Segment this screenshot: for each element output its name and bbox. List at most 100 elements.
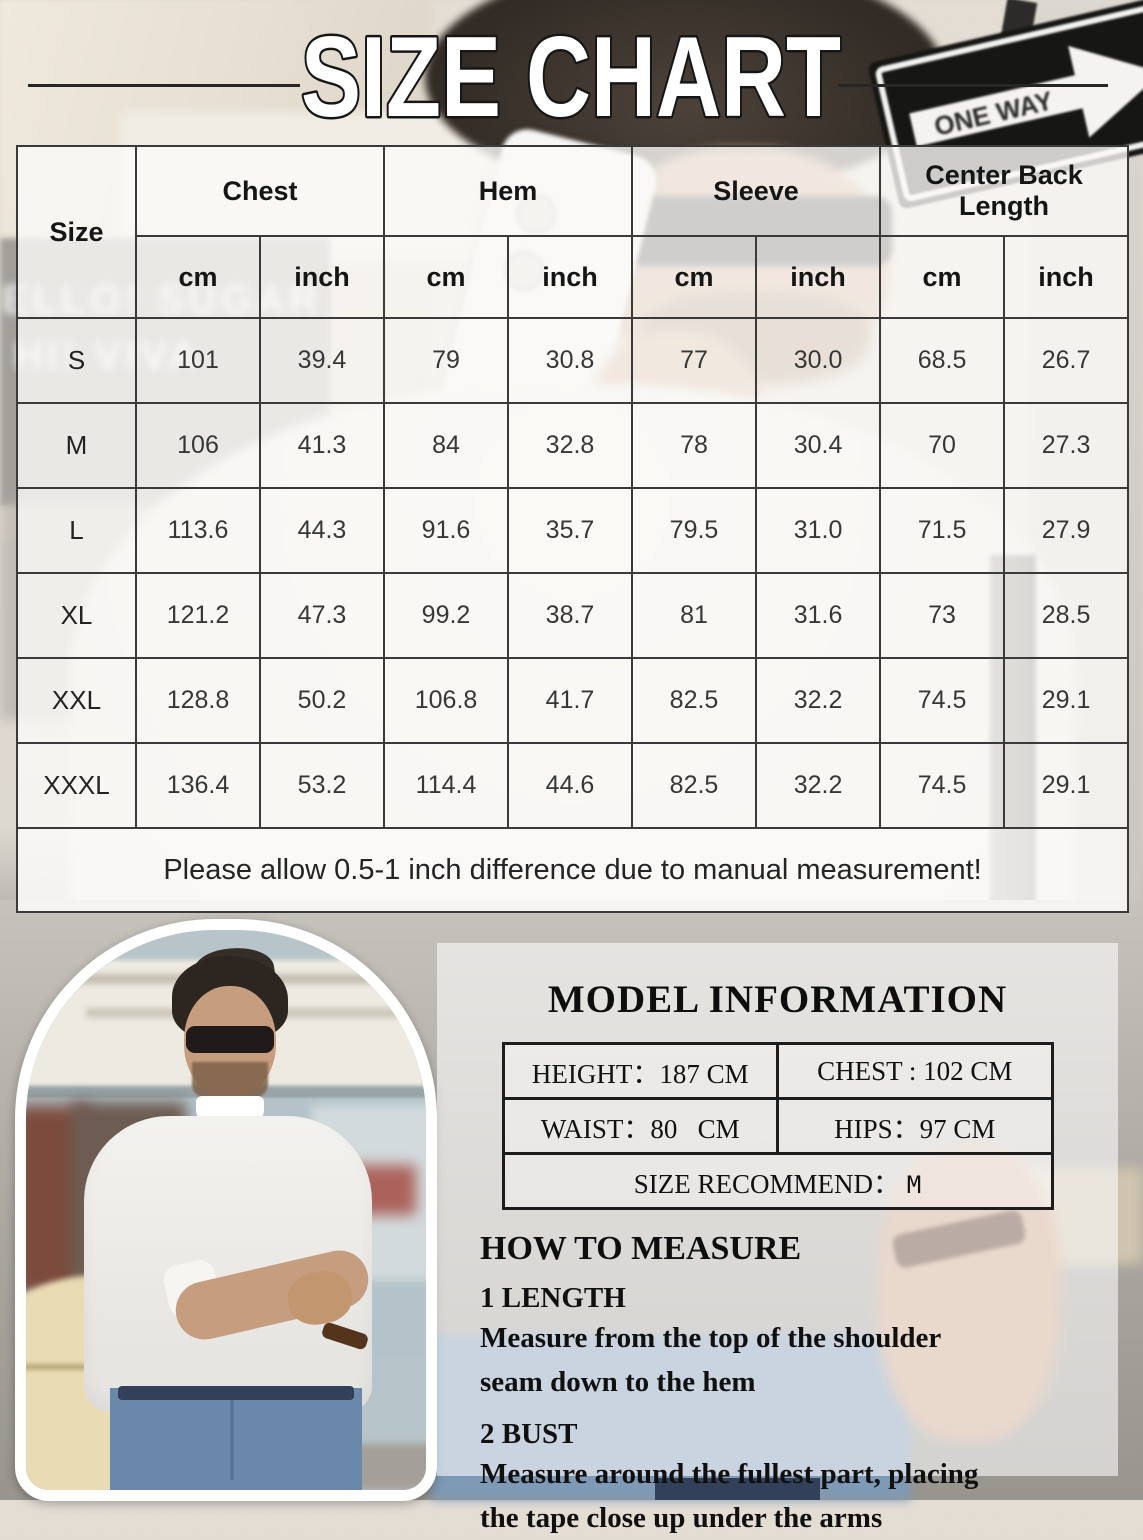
table-cell: 136.4	[135, 742, 261, 829]
table-cell: 79	[383, 317, 510, 404]
table-row-m: M 106 41.3 84 32.8 78 30.4 70 27.3	[16, 402, 1130, 489]
hips-value: 97 CM	[919, 1113, 996, 1144]
unit-header: inch	[1003, 235, 1130, 319]
table-cell: 31.0	[755, 487, 882, 574]
table-row-s: S 101 39.4 79 30.8 77 30.0 68.5 26.7	[16, 317, 1130, 404]
size-label: L	[16, 487, 137, 574]
table-cell: 128.8	[135, 657, 261, 744]
model-info-row: WAIST：80 CM HIPS：97 CM	[501, 1097, 1054, 1155]
unit-header-row: cm inch cm inch cm inch cm inch	[17, 235, 1130, 319]
step-length-heading: 1 LENGTH	[480, 1282, 626, 1314]
note-row: Please allow 0.5-1 inch difference due t…	[15, 827, 1130, 913]
table-cell: 73	[879, 572, 1006, 659]
chest-value: 102 CM	[923, 1055, 1013, 1086]
table-cell: 28.5	[1003, 572, 1130, 659]
table-cell: 35.7	[507, 487, 634, 574]
table-cell: 77	[631, 317, 758, 404]
column-header-center-back-length: Center Back Length	[879, 145, 1130, 237]
table-cell: 27.3	[1003, 402, 1130, 489]
table-cell: 53.2	[258, 742, 386, 829]
photo-jeans-seam-shape	[230, 1400, 234, 1480]
table-cell: 114.4	[383, 742, 510, 829]
model-height-cell: HEIGHT：187 CM	[501, 1042, 779, 1100]
table-cell: 70	[879, 402, 1006, 489]
table-cell: 41.3	[258, 402, 386, 489]
size-label: M	[16, 402, 137, 489]
model-info-table: HEIGHT：187 CM CHEST : 102 CM WAIST：80 CM…	[501, 1042, 1054, 1210]
table-cell: 106.8	[383, 657, 510, 744]
waist-label: WAIST：	[540, 1113, 651, 1144]
table-cell: 44.6	[507, 742, 634, 829]
table-cell: 79.5	[631, 487, 758, 574]
table-cell: 71.5	[879, 487, 1006, 574]
table-cell: 32.2	[755, 657, 882, 744]
table-cell: 82.5	[631, 742, 758, 829]
size-chart-table: Size Chest Hem Sleeve Center Back Length…	[15, 145, 1130, 913]
unit-header: inch	[755, 235, 882, 319]
table-row-xxl: XXL 128.8 50.2 106.8 41.7 82.5 32.2 74.5…	[16, 657, 1130, 744]
one-way-arrow-icon	[909, 45, 1143, 147]
table-cell: 26.7	[1003, 317, 1130, 404]
photo-sunglasses-shape	[186, 1026, 274, 1053]
size-recommend-value: M	[906, 1170, 922, 1199]
title-rule-left	[28, 84, 300, 87]
chest-label: CHEST :	[817, 1055, 917, 1086]
table-cell: 84	[383, 402, 510, 489]
photo-denim-shape	[655, 1478, 820, 1500]
table-cell: 78	[631, 402, 758, 489]
table-row-l: L 113.6 44.3 91.6 35.7 79.5 31.0 71.5 27…	[16, 487, 1130, 574]
photo-jeans-shape	[110, 1388, 362, 1490]
model-chest-cell: CHEST : 102 CM	[776, 1042, 1054, 1100]
table-cell: 121.2	[135, 572, 261, 659]
title-rule-right	[838, 84, 1108, 87]
table-cell: 68.5	[879, 317, 1006, 404]
size-recommend-label: SIZE RECOMMEND：	[633, 1168, 901, 1199]
step-bust-heading: 2 BUST	[480, 1418, 578, 1450]
unit-header: inch	[258, 235, 386, 319]
model-info-row: HEIGHT：187 CM CHEST : 102 CM	[501, 1042, 1054, 1100]
table-cell: 106	[135, 402, 261, 489]
table-cell: 30.8	[507, 317, 634, 404]
group-header-row: Size Chest Hem Sleeve Center Back Length	[16, 145, 1130, 319]
table-cell: 47.3	[258, 572, 386, 659]
table-cell: 30.0	[755, 317, 882, 404]
table-cell: 29.1	[1003, 657, 1130, 744]
table-cell: 27.9	[1003, 487, 1130, 574]
title-block: SIZE CHART	[0, 0, 1143, 150]
table-cell: 81	[631, 572, 758, 659]
photo-belt-shape	[118, 1386, 354, 1400]
table-cell: 91.6	[383, 487, 510, 574]
table-cell: 113.6	[135, 487, 261, 574]
size-recommend-cell: SIZE RECOMMEND： M	[501, 1152, 1054, 1210]
model-hips-cell: HIPS：97 CM	[776, 1097, 1054, 1155]
unit-header: cm	[631, 235, 758, 319]
table-cell: 74.5	[879, 742, 1006, 829]
table-cell: 32.2	[755, 742, 882, 829]
table-cell: 31.6	[755, 572, 882, 659]
measurement-note: Please allow 0.5-1 inch difference due t…	[15, 827, 1130, 913]
info-panel: MODEL INFORMATION HEIGHT：187 CM CHEST : …	[437, 943, 1118, 1534]
size-label: XXL	[16, 657, 137, 744]
model-waist-cell: WAIST：80 CM	[501, 1097, 779, 1155]
model-info-row: SIZE RECOMMEND： M	[501, 1152, 1054, 1210]
unit-header: cm	[879, 235, 1006, 319]
column-header-chest: Chest	[134, 145, 386, 237]
table-row-xl: XL 121.2 47.3 99.2 38.7 81 31.6 73 28.5	[16, 572, 1130, 659]
table-cell: 74.5	[879, 657, 1006, 744]
unit-header: cm	[383, 235, 510, 319]
height-value: 187 CM	[659, 1058, 749, 1089]
height-label: HEIGHT：	[531, 1058, 660, 1089]
table-cell: 39.4	[258, 317, 386, 404]
size-label: XL	[16, 572, 137, 659]
table-cell: 99.2	[383, 572, 510, 659]
page-title: SIZE CHART	[301, 14, 841, 141]
model-photo	[15, 919, 437, 1501]
unit-header: inch	[507, 235, 634, 319]
waist-value: 80 CM	[650, 1113, 740, 1144]
how-to-measure-title: HOW TO MEASURE	[480, 1230, 802, 1267]
size-label: S	[16, 317, 137, 404]
table-cell: 101	[135, 317, 261, 404]
table-cell: 32.8	[507, 402, 634, 489]
table-cell: 38.7	[507, 572, 634, 659]
step-length-text: Measure from the top of the shoulder sea…	[480, 1322, 942, 1398]
